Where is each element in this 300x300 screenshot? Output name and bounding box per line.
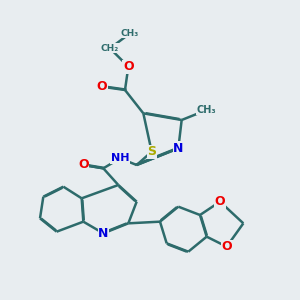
Text: O: O — [96, 80, 107, 93]
Text: CH₂: CH₂ — [101, 44, 119, 53]
Text: O: O — [215, 195, 225, 208]
Text: O: O — [221, 240, 232, 253]
Text: N: N — [98, 227, 109, 240]
Text: NH: NH — [111, 153, 129, 163]
Text: O: O — [78, 158, 88, 172]
Text: N: N — [173, 142, 184, 155]
Text: O: O — [123, 60, 134, 73]
Text: CH₃: CH₃ — [121, 29, 139, 38]
Text: S: S — [147, 145, 156, 158]
Text: CH₃: CH₃ — [197, 105, 217, 115]
